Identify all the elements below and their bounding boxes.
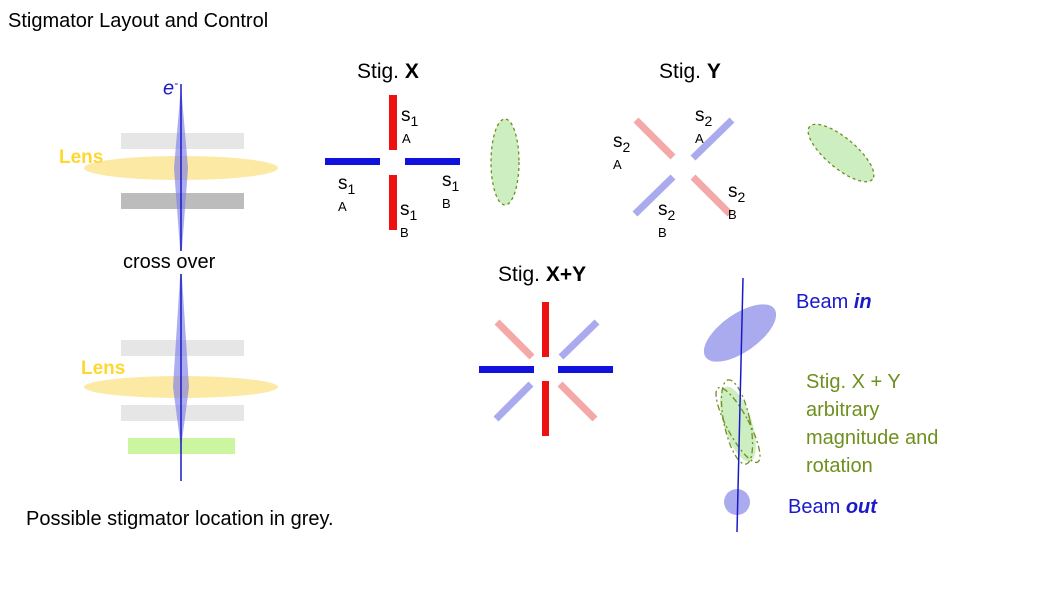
label-n: 2	[622, 139, 631, 155]
stig-x-pole-bottom	[389, 175, 397, 230]
label-s: s	[613, 131, 623, 152]
stig-y-cross	[632, 117, 735, 217]
stig-x-heading: Stig. X	[357, 60, 419, 84]
stigmator-location-note: Possible stigmator location in grey.	[26, 508, 334, 530]
stig-xy-pole	[479, 366, 534, 373]
stig-x-axis: X	[404, 60, 419, 83]
stig-x-label-a-top: s1 A	[401, 105, 419, 148]
beam-in-word: in	[853, 291, 872, 313]
stig-x-pole-right	[405, 158, 460, 165]
lower-lens-label: Lens	[81, 358, 126, 379]
label-s: s	[695, 105, 705, 126]
label-sub: B	[658, 225, 667, 240]
label-sub: A	[613, 157, 622, 172]
label-n: 1	[410, 113, 419, 129]
beam-xy-outline	[720, 379, 754, 465]
label-s: s	[338, 173, 348, 194]
stig-x-label-a-left: s1 A	[338, 173, 356, 216]
label-n: 2	[704, 113, 713, 129]
beam-out-label: Beam out	[788, 496, 877, 519]
stig-x-prefix: Stig.	[357, 60, 405, 83]
stig-y-label-a-topleft: s2 A	[613, 131, 631, 174]
stig-y-pole-topleft	[633, 117, 676, 160]
beam-xy-outline	[715, 386, 761, 464]
stig-y-pole-bottomright	[690, 174, 733, 217]
electron-label: e-	[163, 76, 178, 101]
stig-x-pole-top	[389, 95, 397, 150]
stig-xy-pole	[557, 381, 598, 422]
label-sub: A	[695, 131, 704, 146]
beam-xy-shape	[720, 386, 756, 462]
label-n: 2	[737, 189, 746, 205]
beam-in-prefix: Beam	[796, 291, 854, 313]
stig-y-label-b-bottomleft: s2 B	[658, 199, 676, 242]
label-s: s	[400, 199, 410, 220]
stig-xy-heading: Stig. X+Y	[498, 263, 586, 287]
label-s: s	[442, 170, 452, 191]
stig-x-pole-left	[325, 158, 380, 165]
beam-out-prefix: Beam	[788, 496, 846, 518]
stig-x-label-b-right: s1 B	[442, 170, 460, 213]
stig-xy-pole	[493, 381, 534, 422]
stig-y-pole-bottomleft	[632, 174, 676, 217]
stig-x-cross	[325, 95, 460, 230]
stig-y-beam-shape	[807, 123, 875, 183]
stig-y-prefix: Stig.	[659, 60, 707, 83]
upper-lens-label: Lens	[59, 147, 104, 168]
label-s: s	[728, 181, 738, 202]
stig-xy-cross	[479, 302, 613, 436]
stig-xy-pole	[558, 366, 613, 373]
label-n: 1	[451, 178, 460, 194]
label-sub: A	[338, 199, 347, 214]
stig-xy-pole	[494, 319, 535, 360]
stig-y-axis: Y	[706, 60, 721, 83]
crossover-label: cross over	[121, 251, 218, 274]
stig-y-pole-topright	[690, 117, 735, 161]
electron-column	[84, 84, 278, 481]
stig-xy-pole	[558, 319, 600, 360]
label-sub: B	[728, 207, 737, 222]
stig-xy-axis: X+Y	[545, 263, 587, 286]
label-s: s	[401, 105, 411, 126]
label-n: 2	[667, 207, 676, 223]
beam-in-label: Beam in	[796, 291, 872, 314]
label-n: 1	[409, 207, 418, 223]
label-n: 1	[347, 181, 356, 197]
stig-xy-prefix: Stig.	[498, 263, 546, 286]
beam-illustration	[703, 277, 777, 533]
stig-xy-pole	[542, 302, 549, 357]
electron-symbol: e	[163, 77, 175, 100]
stig-x-beam-shape	[490, 118, 520, 206]
label-sub: B	[400, 225, 409, 240]
label-s: s	[658, 199, 668, 220]
stig-y-heading: Stig. Y	[659, 60, 721, 84]
page-title: Stigmator Layout and Control	[8, 10, 269, 32]
stig-y-label-b-bottomright: s2 B	[728, 181, 746, 224]
label-sub: A	[402, 131, 411, 146]
label-sub: B	[442, 196, 451, 211]
electron-charge: -	[174, 76, 179, 90]
beam-out-word: out	[845, 496, 877, 518]
stig-xy-description: Stig. X + Y arbitrary magnitude and rota…	[806, 371, 939, 477]
beam-axis	[736, 277, 744, 533]
stig-xy-pole	[542, 381, 549, 436]
beam-in-shape	[703, 304, 777, 362]
stig-x-label-b-bottom: s1 B	[400, 199, 418, 242]
stig-y-label-a-topright: s2 A	[695, 105, 713, 148]
